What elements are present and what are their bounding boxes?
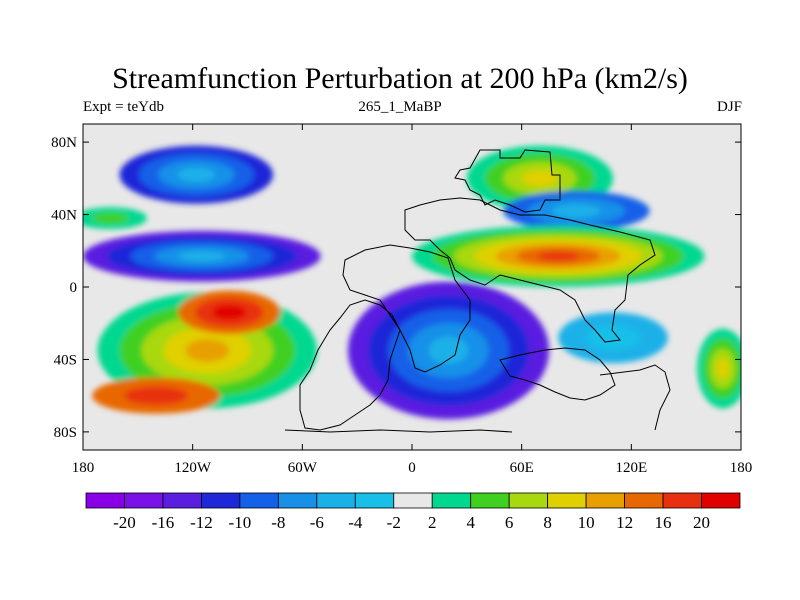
- lon-tick-label: 60E: [510, 460, 534, 476]
- coastline-eurasia: [404, 197, 656, 343]
- coastline-southeast: [599, 364, 671, 431]
- colorbar-swatch: [124, 492, 164, 509]
- colorbar-label: -4: [348, 513, 363, 532]
- colorbar-label: -16: [152, 513, 175, 532]
- colorbar-swatch: [624, 492, 664, 509]
- colorbar-swatch: [354, 492, 395, 509]
- map-title: Streamfunction Perturbation at 200 hPa (…: [112, 62, 688, 95]
- lat-tick-label: 40N: [51, 208, 77, 224]
- colorbar-swatch: [239, 492, 279, 509]
- lat-tick-label: 80N: [51, 135, 77, 151]
- colorbar-swatch: [431, 492, 472, 509]
- colorbar-label: -20: [113, 513, 136, 532]
- contour-region-10-3: [716, 358, 730, 379]
- colorbar-swatch: [585, 492, 625, 509]
- contour-fill-layer: [83, 145, 741, 420]
- colorbar-swatch: [316, 492, 356, 509]
- contour-region-9-1: [585, 325, 641, 351]
- colorbar-label: 20: [693, 513, 710, 532]
- colorbar-swatch: [547, 492, 587, 509]
- run-label: 265_1_MaBP: [358, 99, 442, 115]
- colorbar: -20 -16 -12 -10 -8 -6 -4 -2 2 4 6 8 10 12 16 20: [85, 492, 741, 532]
- contour-region-0-3: [177, 167, 216, 182]
- colorbar-label: -6: [310, 513, 324, 532]
- contour-region-8-6: [537, 251, 580, 261]
- colorbar-swatch: [162, 492, 202, 509]
- colorbar-swatch: [662, 492, 702, 509]
- coastline-south-america: [299, 299, 401, 431]
- season-label: DJF: [716, 99, 742, 115]
- colorbar-swatch: [508, 492, 549, 509]
- latitude-axis: 80N 40N 0 40S 80S: [51, 135, 741, 441]
- contour-region-11-1: [92, 212, 129, 224]
- lon-tick-label: 180: [730, 460, 753, 476]
- colorbar-label: 6: [505, 513, 514, 532]
- colorbar-label: 8: [543, 513, 552, 532]
- colorbar-label: -10: [229, 513, 252, 532]
- lon-tick-label: 180: [72, 460, 95, 476]
- contour-region-4-1: [124, 386, 189, 405]
- colorbar-label: 12: [616, 513, 633, 532]
- contour-region-2-4: [185, 338, 230, 362]
- experiment-label: Expt = teYdb: [83, 99, 164, 115]
- colorbar-swatch: [201, 492, 241, 509]
- coastline-layer: [284, 149, 671, 433]
- colorbar-swatch: [701, 492, 741, 509]
- contour-region-1-4: [178, 251, 226, 262]
- lon-tick-label: 60W: [288, 460, 318, 476]
- coastline-antarctica: [284, 429, 513, 433]
- colorbar-label: -8: [271, 513, 285, 532]
- colorbar-swatch: [470, 492, 510, 509]
- coastline-africa: [342, 244, 471, 373]
- lat-tick-label: 0: [70, 280, 78, 296]
- lat-tick-label: 80S: [54, 425, 77, 441]
- colorbar-swatch: [277, 492, 318, 509]
- colorbar-label: 2: [428, 513, 437, 532]
- coastline-australia: [499, 347, 616, 401]
- colorbar-swatch: [393, 492, 433, 509]
- colorbar-label: 4: [466, 513, 475, 532]
- lon-tick-label: 0: [408, 460, 416, 476]
- contour-region-7-2: [552, 204, 601, 218]
- colorbar-label: -2: [387, 513, 401, 532]
- coastline-eurasia-north: [454, 149, 561, 213]
- lon-tick-label: 120W: [174, 460, 212, 476]
- contour-region-3-2: [212, 305, 247, 320]
- contour-region-6-3: [521, 170, 559, 187]
- colorbar-swatch: [85, 492, 125, 509]
- longitude-axis: 180 120W 60W 0 60E 120E 180: [72, 124, 753, 476]
- colorbar-label: -12: [190, 513, 213, 532]
- colorbar-label: 16: [655, 513, 672, 532]
- colorbar-label: 10: [578, 513, 595, 532]
- lat-tick-label: 40S: [54, 352, 77, 368]
- contour-region-5-4: [428, 336, 469, 365]
- lon-tick-label: 120E: [615, 460, 647, 476]
